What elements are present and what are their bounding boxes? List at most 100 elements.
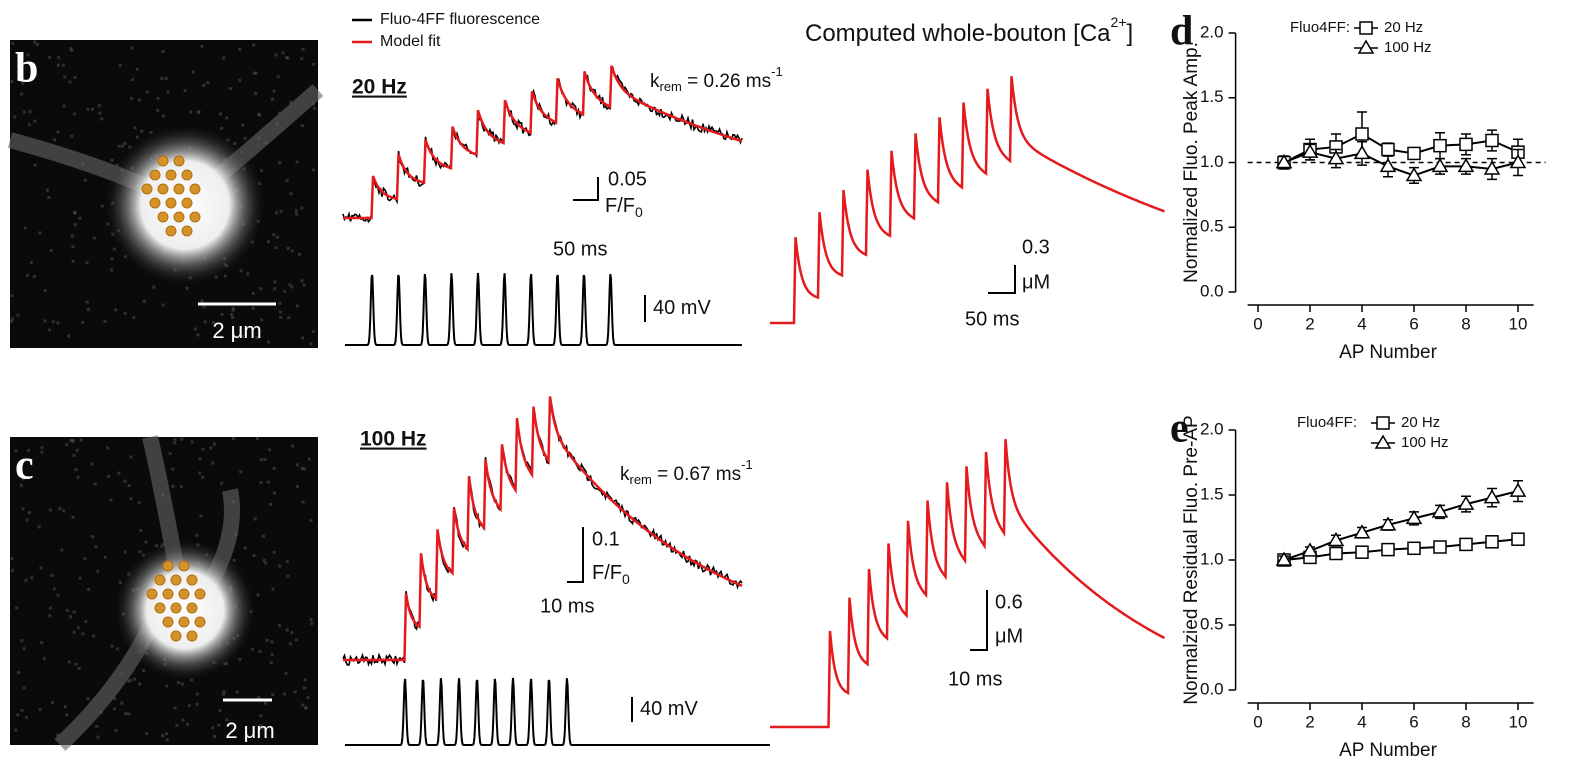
fluo-scale-unit: F/F0 [592,562,630,586]
speckle [71,515,75,519]
speckle [219,112,223,116]
speckle [263,457,267,461]
speckle [271,587,275,591]
frequency-label: 100 Hz [360,428,427,451]
speckle [33,163,37,167]
speckle [264,701,268,705]
speckle [303,678,307,682]
y-tick-label: 1.0 [1200,549,1224,568]
speckle [65,443,69,447]
speckle [231,308,235,312]
y-tick-label: 0.0 [1200,281,1224,300]
speckle [61,63,65,67]
dot [170,630,182,642]
speckle [238,47,242,51]
speckle [171,467,175,471]
dot [165,169,177,181]
speckle [307,457,311,461]
speckle [144,540,148,544]
dot [173,183,185,195]
speckle [95,724,99,728]
speckle [259,480,263,484]
x-tick-label: 6 [1409,712,1418,731]
speckle [20,639,24,643]
speckle [118,64,122,68]
speckle [201,475,205,479]
speckle [22,110,26,114]
marker [1457,495,1475,510]
speckle [68,80,72,84]
dot [154,574,166,586]
speckle [183,89,187,93]
speckle [156,96,160,100]
speckle [92,236,96,240]
speckle [16,713,20,717]
series-line [1283,151,1519,177]
x-tick-label: 2 [1305,314,1314,333]
speckle [37,525,41,529]
dot [165,197,177,209]
speckle [241,123,245,127]
speckle [202,305,206,309]
speckle [138,550,142,554]
speckle [273,280,277,284]
speckle [14,728,18,732]
dot [170,602,182,614]
speckle [241,334,245,338]
speckle [56,130,60,134]
speckle [259,724,263,728]
speckle [135,135,139,139]
speckle [252,554,256,558]
legend-marker [1357,39,1375,54]
speckle [142,299,146,303]
speckle [270,640,274,644]
marker [1433,138,1447,153]
speckle [133,126,137,130]
speckle [51,320,55,324]
speckle [270,652,274,656]
y-tick-label: 1.5 [1200,87,1224,106]
y-axis-label: Normalized Fluo. Peak Amp. [1181,42,1202,283]
speckle [309,342,313,346]
x-tick-label: 0 [1253,314,1262,333]
y-tick-label: 2.0 [1200,419,1224,438]
speckle [96,735,100,739]
speckle [123,550,127,554]
speckle [48,508,52,512]
speckle [253,517,257,521]
speckle [312,106,316,110]
speckle [222,692,226,696]
panels: 2 μm b 40 mV 20 Hz krem = 0.26 ms-1 0.05 F/F0 5… [7,40,1166,751]
marker [1381,542,1395,557]
speckle [161,49,165,53]
speckle [48,606,52,610]
speckle [57,56,61,60]
y-tick-label: 1.5 [1200,484,1224,503]
k-rem: krem = 0.67 ms-1 [620,457,753,487]
speckle [220,481,224,485]
speckle [243,546,247,550]
speckle [15,606,19,610]
dot [162,616,174,628]
speckle [60,548,64,552]
speckle [228,86,232,90]
speckle [33,40,37,44]
speckle [87,587,91,591]
speckle [22,647,26,651]
legend-marker [1374,434,1392,449]
speckle [100,204,104,208]
speckle [39,566,43,570]
marker [1353,524,1371,539]
marker [1483,160,1501,175]
legend-title: Fluo4FF: [1290,19,1350,36]
speckle [56,63,60,67]
speckle [112,707,116,711]
speckle [13,115,17,119]
speckle [130,97,134,101]
legend-label: Fluo-4FF fluorescence [380,11,540,28]
speckle [301,47,305,51]
speckle [73,210,77,214]
speckle [48,614,52,618]
speckle [156,108,160,112]
ca-title: Computed whole-bouton [Ca2+] [805,14,1133,48]
